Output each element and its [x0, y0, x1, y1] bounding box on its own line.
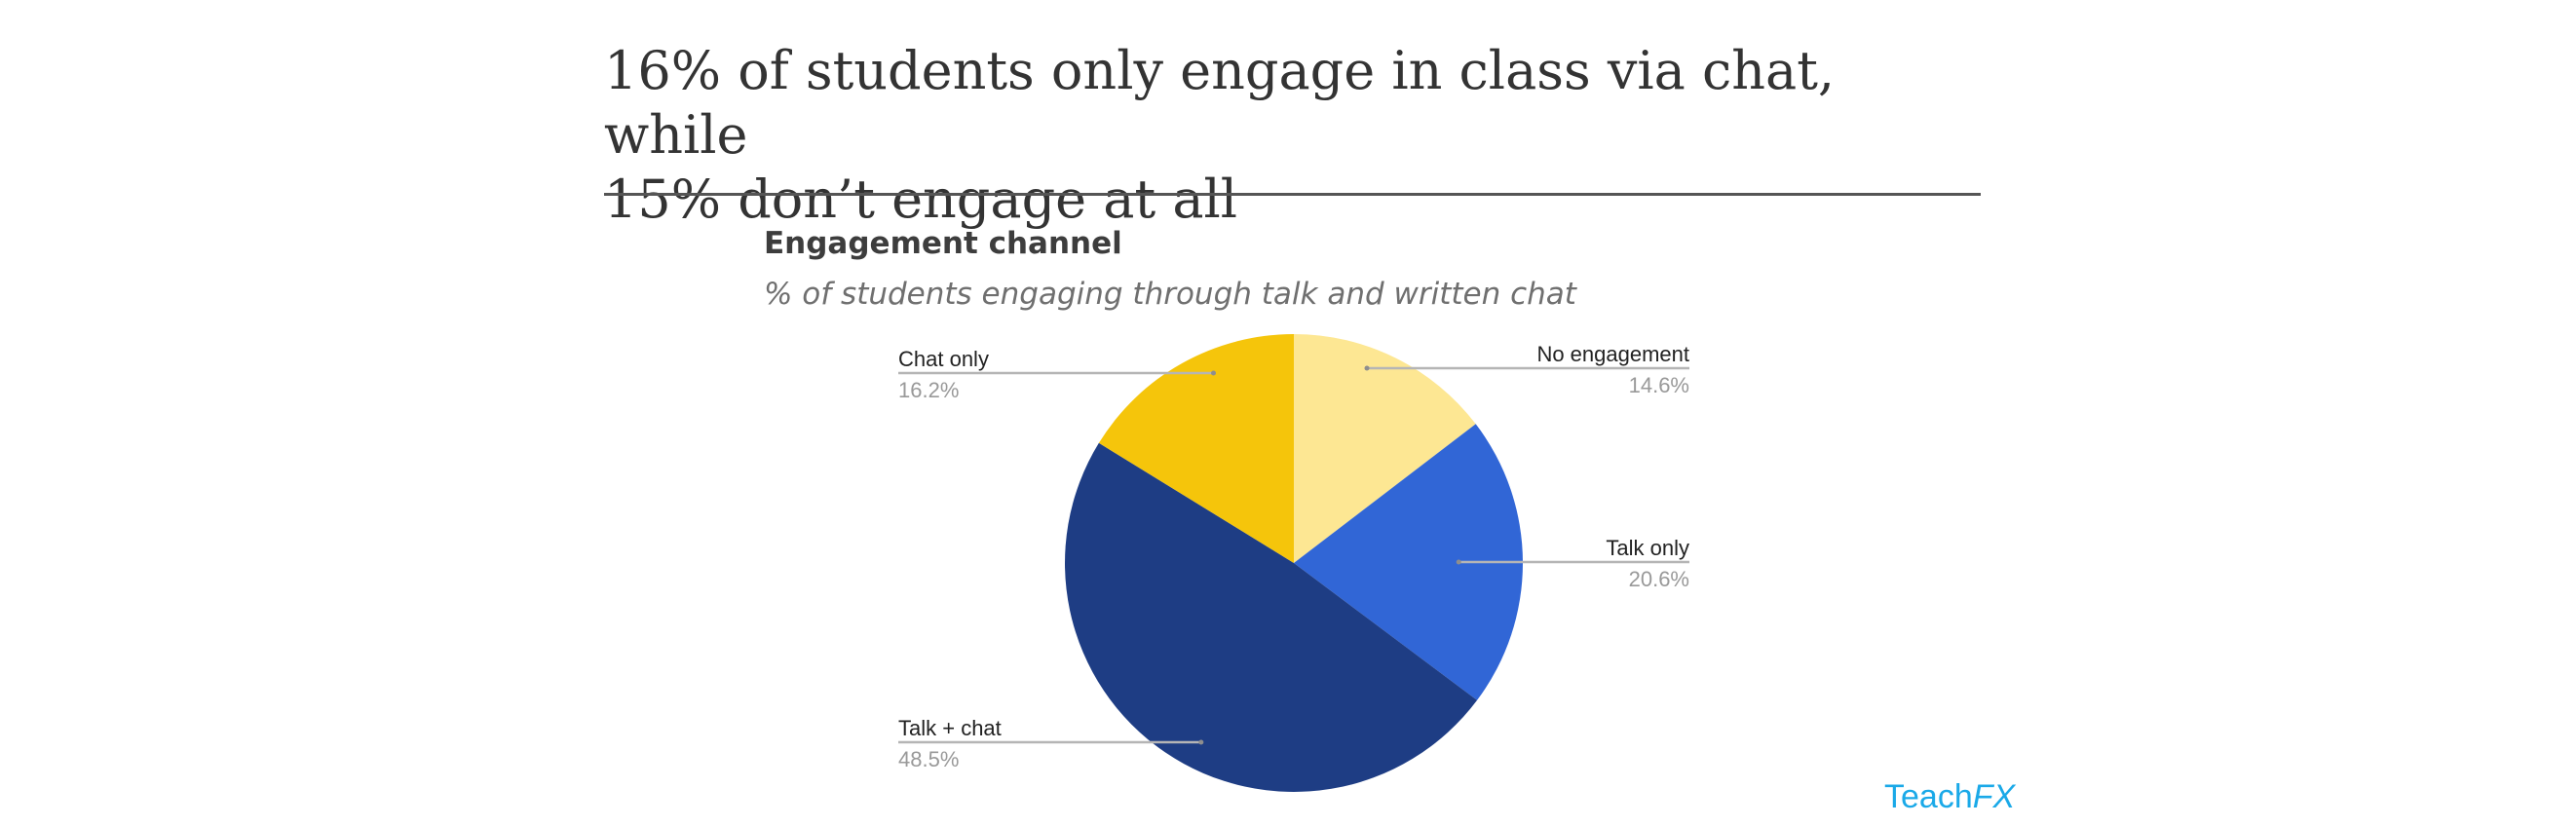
leader-dot-no-engagement	[1364, 365, 1370, 371]
headline: 16% of students only engage in class via…	[604, 39, 1988, 232]
brand-teach: Teach	[1884, 778, 1973, 815]
chart-subtitle: % of students engaging through talk and …	[764, 277, 1576, 312]
slice-value-talk-chat: 48.5%	[898, 747, 959, 771]
leader-dot-talk-chat	[1198, 739, 1204, 745]
pie-slice-no-engagement	[1294, 334, 1476, 563]
slice-label-no-engagement: No engagement	[1536, 342, 1689, 366]
chart-title: Engagement channel	[764, 226, 1122, 261]
slice-value-talk-only: 20.6%	[1629, 567, 1689, 591]
leader-dot-talk-only	[1456, 559, 1461, 565]
headline-line-2: 15% don’t engage at all	[604, 169, 1238, 230]
pie-slice-chat-only	[1098, 334, 1294, 563]
headline-line-1: 16% of students only engage in class via…	[604, 40, 1836, 166]
leader-dot-chat-only	[1211, 370, 1216, 376]
slice-label-chat-only: Chat only	[898, 347, 989, 371]
pie-slice-talk-only	[1294, 424, 1523, 700]
pie-slice-talk-chat	[1065, 442, 1478, 792]
slice-value-chat-only: 16.2%	[898, 378, 959, 402]
teachfx-logo: TeachFX	[1884, 778, 2015, 816]
slice-label-talk-only: Talk only	[1606, 536, 1689, 560]
brand-fx: FX	[1972, 778, 2016, 815]
slice-label-talk-chat: Talk + chat	[898, 716, 1002, 740]
headline-divider	[604, 193, 1981, 196]
slice-value-no-engagement: 14.6%	[1629, 373, 1689, 397]
